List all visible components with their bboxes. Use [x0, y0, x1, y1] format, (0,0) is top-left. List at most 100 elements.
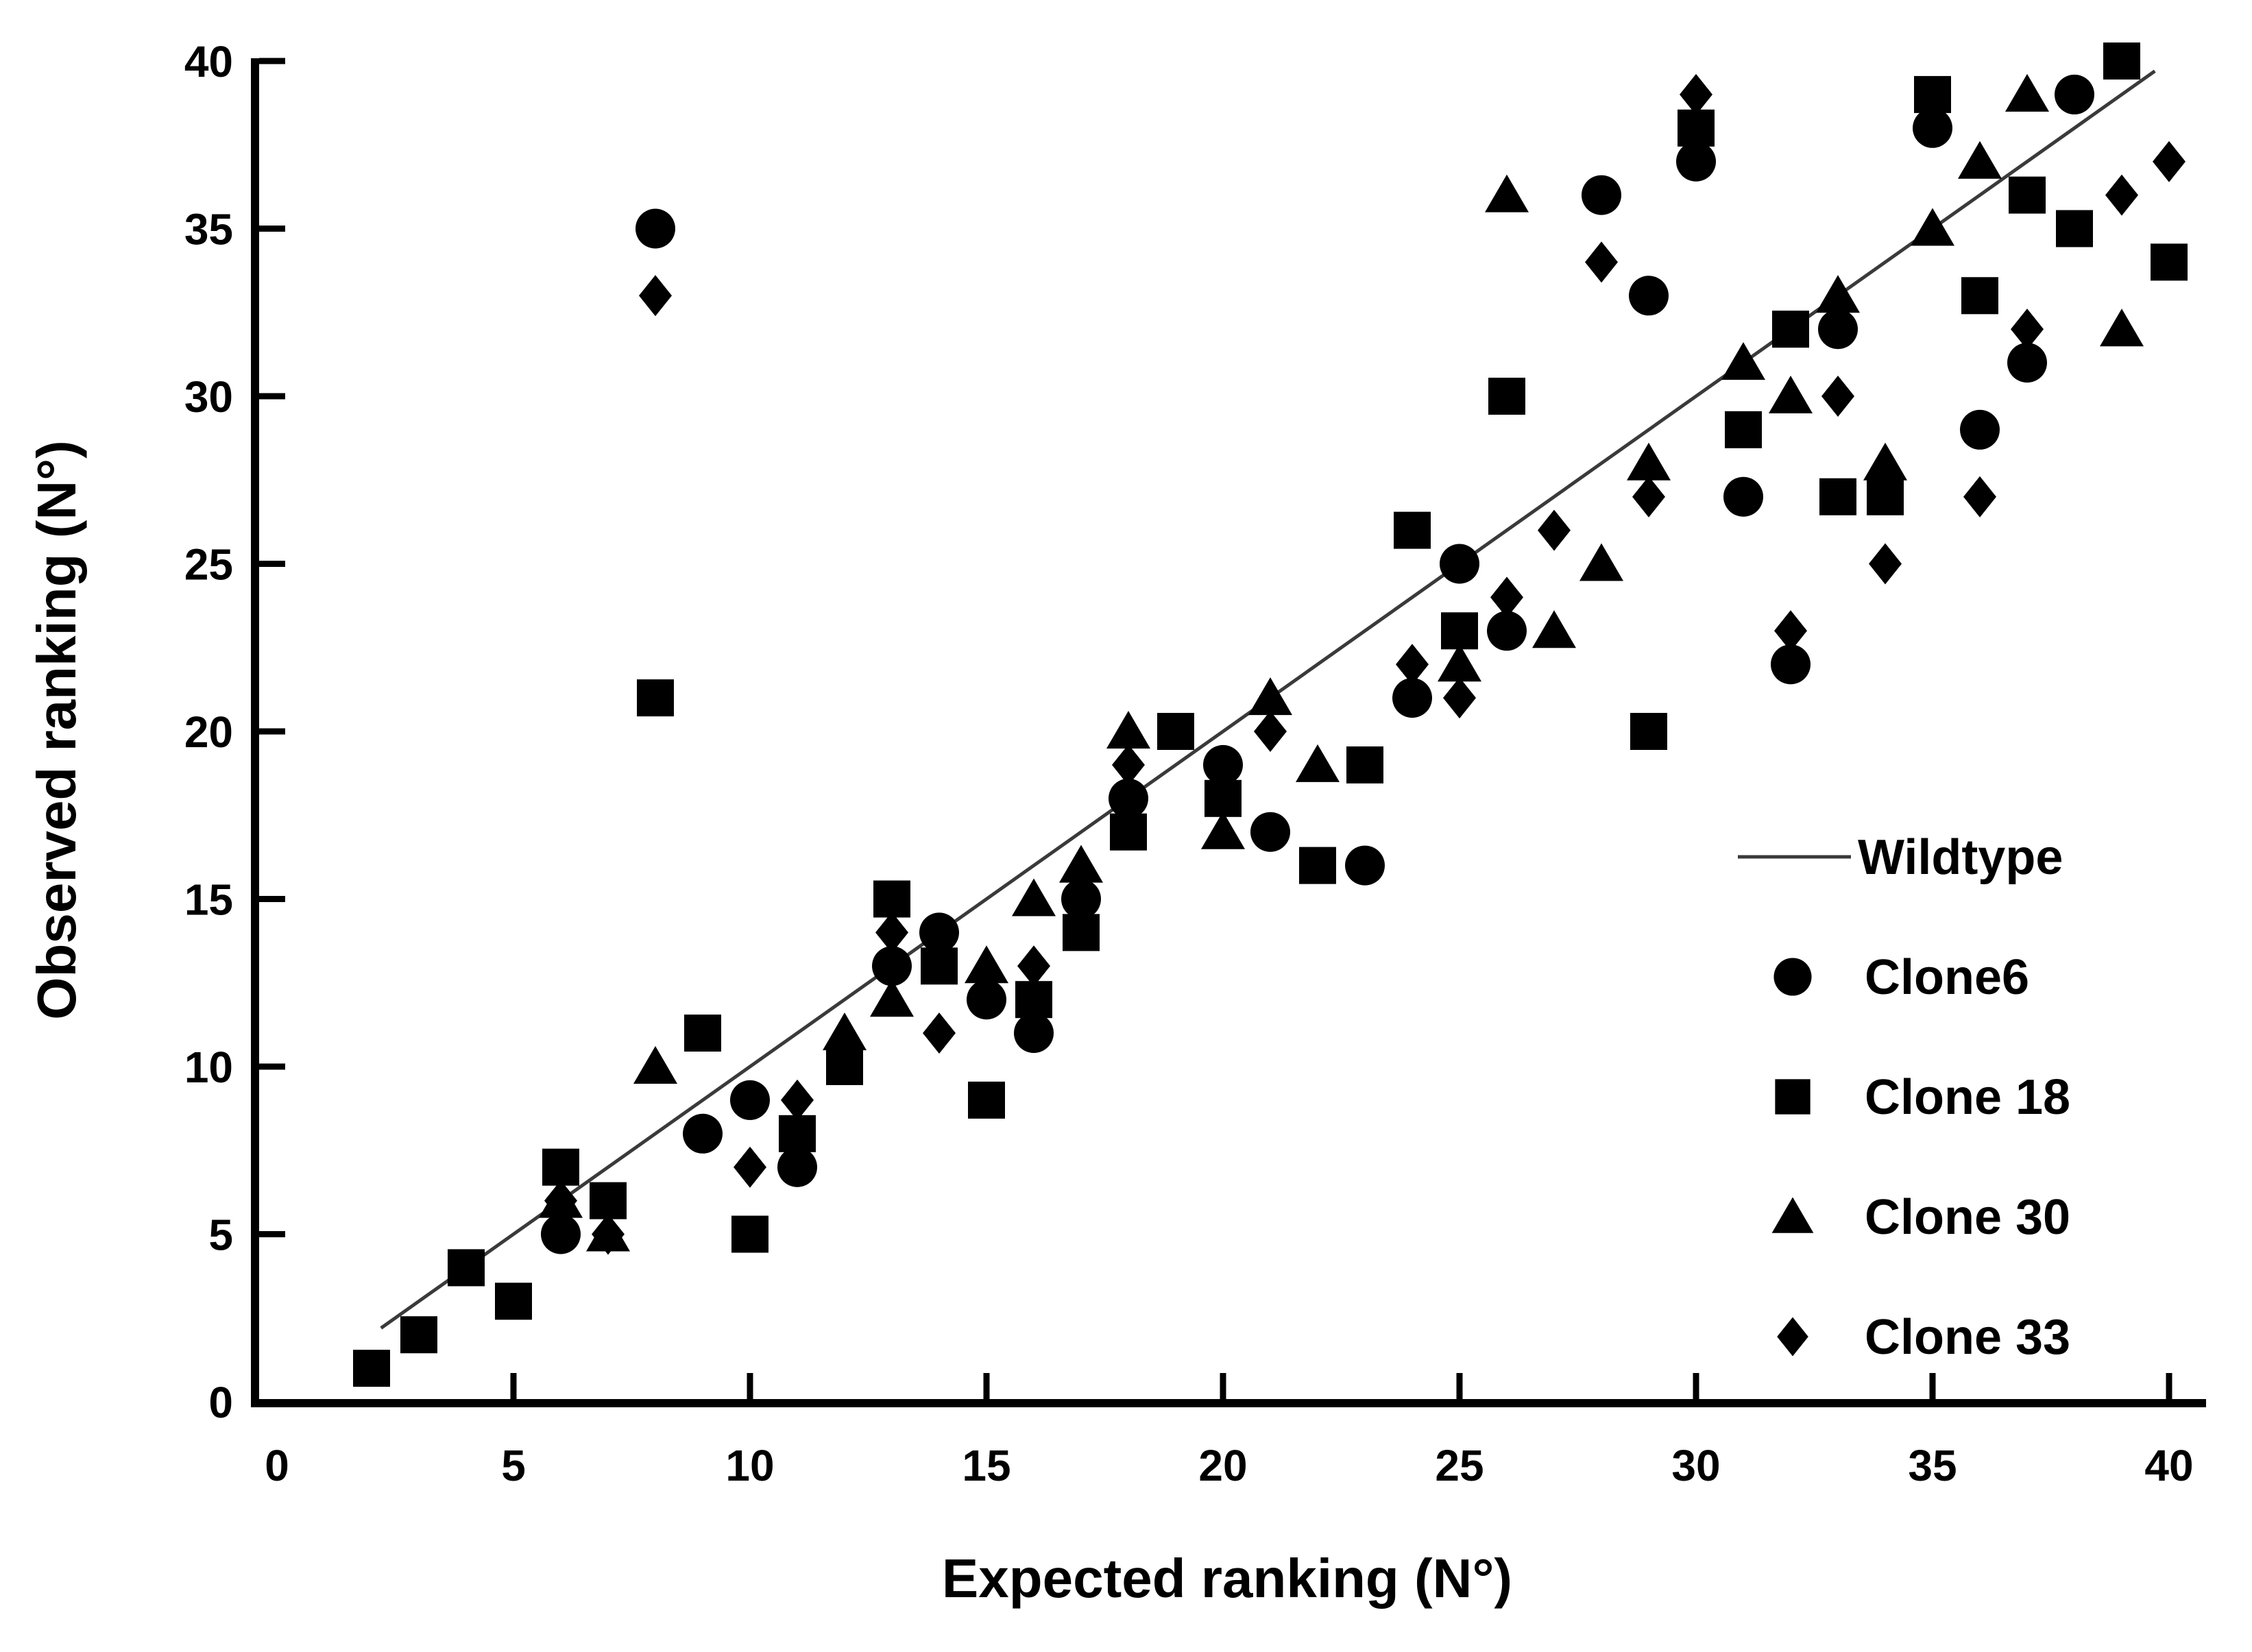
data-point-square — [1063, 914, 1100, 951]
x-tick-label: 35 — [1908, 1441, 1957, 1490]
x-tick-label: 30 — [1671, 1441, 1720, 1490]
legend-item-clone-30: Clone 30 — [1771, 1190, 2070, 1245]
data-point-square — [2056, 210, 2093, 247]
data-point-triangle — [1248, 677, 1292, 716]
data-point-diamond — [1963, 476, 1996, 518]
y-tick-label: 20 — [184, 707, 233, 757]
x-tick — [1693, 1373, 1699, 1399]
data-point-circle — [1771, 644, 1811, 685]
legend-item-wildtype: Wildtype — [1738, 830, 2063, 885]
series-clone-18 — [353, 42, 2188, 1387]
data-point-circle — [1723, 476, 1763, 517]
legend-marker-square — [1775, 1079, 1811, 1115]
y-axis-line — [251, 58, 259, 1407]
data-point-circle — [1250, 812, 1290, 852]
data-point-square — [968, 1081, 1005, 1119]
data-layer — [353, 42, 2188, 1387]
y-tick-label: 25 — [184, 540, 233, 590]
legend-marker-circle — [1773, 958, 1812, 996]
x-tick-label: 10 — [725, 1441, 774, 1490]
data-point-square — [1914, 75, 1951, 113]
y-tick — [259, 58, 285, 64]
data-point-square — [353, 1350, 390, 1387]
x-axis-line — [251, 1399, 2206, 1407]
y-tick-label: 0 — [208, 1378, 233, 1427]
data-point-triangle — [1106, 711, 1150, 749]
data-point-diamond — [2105, 174, 2138, 216]
data-point-triangle — [1579, 543, 1623, 581]
x-tick — [747, 1373, 753, 1399]
data-point-square — [1961, 277, 1998, 315]
data-point-triangle — [2100, 308, 2144, 347]
data-point-square — [1630, 713, 1667, 750]
data-point-circle — [872, 946, 912, 986]
y-tick — [259, 561, 285, 567]
data-point-diamond — [592, 1213, 625, 1255]
legend-label: Wildtype — [1858, 830, 2063, 885]
y-tick — [259, 226, 285, 232]
data-point-diamond — [1017, 945, 1050, 987]
y-tick-label: 30 — [184, 372, 233, 422]
data-point-circle — [683, 1113, 723, 1154]
data-point-triangle — [823, 1012, 867, 1051]
data-point-square — [779, 1115, 816, 1152]
data-point-triangle — [633, 1046, 677, 1084]
data-point-circle — [1913, 108, 1952, 148]
data-point-square — [1015, 981, 1052, 1019]
data-point-triangle — [1532, 610, 1576, 648]
legend-marker-diamond — [1777, 1317, 1808, 1357]
series-clone-30 — [539, 73, 2144, 1252]
x-tick — [1929, 1373, 1936, 1399]
data-point-circle — [967, 980, 1006, 1020]
data-point-diamond — [1396, 644, 1429, 685]
data-point-triangle — [1012, 878, 1056, 916]
x-tick-label: 0 — [265, 1441, 289, 1490]
data-point-square — [1678, 109, 1715, 147]
data-point-square — [1772, 311, 1809, 348]
legend-label: Clone 18 — [1865, 1070, 2070, 1125]
data-point-triangle — [2005, 73, 2049, 112]
data-point-triangle — [1485, 174, 1529, 212]
y-tick-label: 5 — [208, 1211, 233, 1260]
series-clone6 — [541, 74, 2094, 1254]
data-point-circle — [1960, 409, 2000, 450]
data-point-circle — [635, 208, 675, 249]
data-point-circle — [1345, 845, 1385, 886]
data-point-diamond — [1774, 610, 1807, 652]
data-point-diamond — [544, 1180, 577, 1222]
data-point-diamond — [1680, 73, 1712, 115]
data-point-square — [1204, 779, 1242, 817]
data-point-circle — [2007, 343, 2047, 383]
data-point-square — [873, 880, 910, 918]
x-tick-label: 25 — [1435, 1441, 1484, 1490]
data-point-circle — [1440, 544, 1479, 584]
data-point-circle — [2055, 74, 2094, 114]
series-clone-33 — [544, 73, 2186, 1255]
data-point-circle — [1392, 678, 1432, 718]
data-point-circle — [777, 1147, 817, 1187]
x-tick — [983, 1373, 990, 1399]
data-point-triangle — [1627, 442, 1671, 481]
data-point-diamond — [1112, 744, 1145, 786]
data-point-circle — [1014, 1013, 1054, 1054]
x-tick-label: 5 — [501, 1441, 526, 1490]
data-point-diamond — [1490, 576, 1523, 618]
data-point-circle — [1629, 276, 1669, 316]
legend-marker-triangle — [1771, 1197, 1814, 1233]
y-tick — [259, 896, 285, 902]
data-point-triangle — [965, 945, 1008, 984]
data-point-circle — [1582, 175, 1621, 215]
legend: Wildtype Clone6 Clone 18 Clone 30 Clone 33 — [1738, 830, 2070, 1365]
data-point-square — [637, 679, 674, 717]
data-point-square — [921, 947, 958, 985]
data-point-diamond — [1443, 677, 1476, 719]
data-point-diamond — [923, 1012, 956, 1054]
data-point-triangle — [1816, 275, 1860, 313]
y-tick-label: 10 — [184, 1043, 233, 1092]
legend-label: Clone6 — [1865, 950, 2029, 1005]
data-point-circle — [1109, 778, 1148, 818]
data-point-circle — [1487, 611, 1527, 651]
data-point-square — [684, 1015, 721, 1052]
y-tick-label: 40 — [184, 37, 233, 86]
y-tick — [259, 1231, 285, 1237]
